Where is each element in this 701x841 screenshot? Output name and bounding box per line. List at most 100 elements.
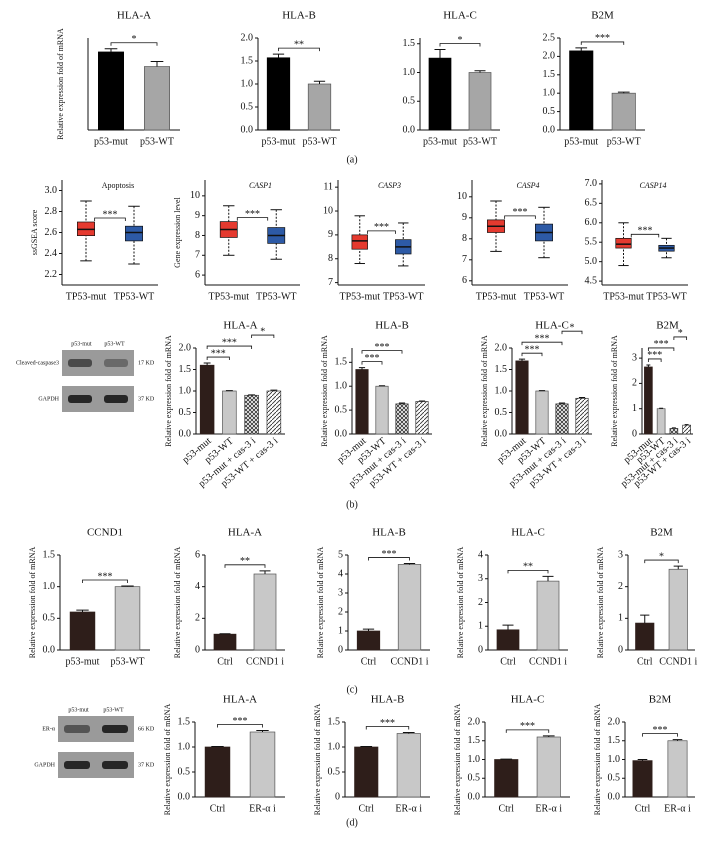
- annotation: Apoptosis: [102, 181, 134, 190]
- x-tick-label: p53-mut: [66, 656, 100, 667]
- y-tick-label: 0.0: [608, 791, 621, 802]
- significance-label: ***: [535, 333, 550, 344]
- significance-bracket: [110, 42, 158, 46]
- annotation: CASP1: [249, 181, 272, 190]
- significance-label: ***: [211, 348, 226, 359]
- blot-band: [64, 725, 90, 733]
- bar: [668, 568, 688, 651]
- x-tick-label: ER-α i: [249, 803, 276, 814]
- bar: [536, 580, 560, 651]
- error-bar: [672, 739, 683, 741]
- bar: [213, 633, 237, 651]
- significance-label: ***: [233, 716, 248, 727]
- y-tick-label: 0: [632, 428, 637, 439]
- y-tick-label: 1: [478, 621, 483, 632]
- error-bar: [659, 407, 664, 409]
- error-bar: [121, 585, 134, 587]
- x-tick-label: p53-mut: [423, 136, 457, 147]
- lane-label: p53-WT: [104, 341, 125, 347]
- bar: [569, 50, 594, 131]
- x-tick-label: p53-WT: [111, 656, 145, 667]
- annotation: CASP4: [516, 181, 539, 190]
- significance-label: **: [523, 562, 533, 573]
- x-tick-label: TP53-WT: [383, 291, 424, 302]
- y-tick-label: 2.0: [179, 342, 192, 353]
- y-tick-label: 1.0: [608, 754, 621, 765]
- y-axis-label: Relative expression fold of mRNA: [456, 547, 465, 659]
- y-tick-label: 2.5: [543, 32, 556, 43]
- y-tick-label: 1.0: [328, 741, 341, 752]
- significance-label: *: [570, 322, 575, 333]
- y-axis-label: Relative expression fold of mRNA: [596, 547, 605, 659]
- x-tick-label: p53-mut: [94, 136, 128, 147]
- bar: [415, 401, 429, 435]
- y-tick-label: 0.5: [335, 404, 348, 415]
- significance-bracket: [521, 352, 543, 357]
- error-bar: [474, 70, 486, 73]
- bar: [515, 360, 529, 435]
- error-bar: [673, 565, 683, 570]
- significance-label: **: [240, 556, 250, 567]
- significance-bracket: [361, 350, 403, 354]
- y-tick-label: 0.5: [179, 407, 192, 418]
- box: [125, 225, 143, 242]
- y-tick-label: 7.0: [585, 178, 598, 189]
- bar: [395, 403, 409, 435]
- y-axis-label: Gene expression level: [173, 196, 182, 267]
- y-tick-label: 0.0: [335, 428, 348, 439]
- y-tick-label: 0.5: [43, 613, 56, 624]
- panel-label: (a): [346, 154, 357, 165]
- y-axis-label: Relative expression fold of mRNA: [173, 547, 182, 659]
- y-tick-label: 0.0: [403, 124, 416, 135]
- panel-label: (b): [346, 499, 358, 510]
- significance-label: ***: [365, 353, 380, 364]
- error-bar: [270, 389, 278, 391]
- x-tick-label: p53-mut: [564, 136, 598, 147]
- significance-label: ***: [222, 337, 237, 348]
- y-tick-label: 1: [338, 625, 343, 636]
- blot-band: [104, 359, 128, 367]
- chart-title: HLA-B: [371, 694, 405, 706]
- bar: [253, 573, 277, 651]
- significance-bracket: [507, 569, 549, 574]
- chart-title: HLA-B: [375, 320, 409, 332]
- chart-title: HLA-B: [282, 10, 316, 22]
- bar: [356, 630, 381, 651]
- significance-label: ***: [654, 339, 669, 350]
- y-tick-label: 2.4: [45, 248, 58, 259]
- significance-label: ***: [374, 222, 389, 233]
- significance-label: ***: [638, 226, 653, 237]
- bar: [144, 66, 171, 131]
- error-bar: [358, 367, 366, 370]
- y-tick-label: 6: [195, 269, 200, 280]
- bar: [397, 564, 422, 651]
- blot-size: 37 KD: [138, 396, 155, 402]
- bar: [682, 424, 691, 435]
- bar: [632, 760, 653, 798]
- x-tick-label: ER-α i: [664, 803, 691, 814]
- error-bar: [259, 570, 271, 574]
- x-tick-label: Ctrl: [210, 803, 226, 814]
- y-tick-label: 0.5: [543, 106, 556, 117]
- y-tick-label: 0.5: [328, 766, 341, 777]
- error-bar: [76, 609, 89, 612]
- significance-bracket: [561, 330, 583, 335]
- y-tick-label: 1.5: [608, 735, 621, 746]
- y-tick-label: 2: [478, 597, 483, 608]
- y-axis-label: Relative expression fold of mRNA: [313, 704, 322, 816]
- significance-bracket: [647, 347, 675, 351]
- x-tick-label: Ctrl: [217, 656, 233, 667]
- x-tick-label: TP53-mut: [208, 291, 249, 302]
- annotation: CASP14: [639, 181, 666, 190]
- y-tick-label: 4: [195, 581, 200, 592]
- y-axis-label: Relative expression fold of mRNA: [593, 704, 602, 816]
- bar: [535, 390, 549, 435]
- chart-title: HLA-A: [228, 527, 262, 539]
- bar: [667, 740, 688, 798]
- significance-bracket: [644, 559, 679, 564]
- y-axis-label: Relative expression fold of mRNA: [453, 704, 462, 816]
- y-tick-label: 10: [190, 190, 200, 201]
- y-tick-label: 1.0: [468, 754, 481, 765]
- error-bar: [272, 53, 285, 58]
- y-tick-label: 1.0: [178, 741, 191, 752]
